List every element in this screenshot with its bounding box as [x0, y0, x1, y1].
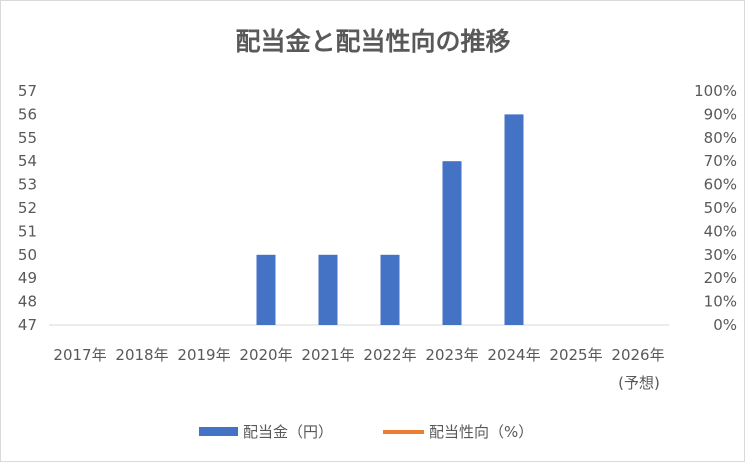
left-tick-label: 47	[18, 316, 37, 334]
legend: 配当金（円） 配当性向（%）	[199, 423, 533, 441]
left-tick-label: 49	[18, 269, 37, 287]
x-tick-label: 2019年	[177, 346, 230, 364]
legend-label-payout-ratio: 配当性向（%）	[429, 423, 533, 441]
x-tick-label: 2023年	[425, 346, 478, 364]
left-tick-label: 48	[18, 293, 37, 311]
bar	[442, 161, 462, 325]
chart-title: 配当金と配当性向の推移	[235, 27, 510, 56]
bar	[256, 254, 276, 325]
right-tick-label: 40%	[704, 222, 737, 240]
x-tick-label: 2022年	[363, 346, 416, 364]
x-tick-label: 2024年	[487, 346, 540, 364]
legend-label-dividend: 配当金（円）	[243, 423, 333, 441]
left-tick-label: 57	[18, 82, 37, 100]
right-tick-label: 100%	[694, 82, 737, 100]
right-tick-label: 0%	[713, 316, 737, 334]
bar	[318, 254, 338, 325]
right-tick-label: 80%	[704, 129, 737, 147]
legend-swatch-dividend	[199, 427, 238, 436]
right-axis: 0% 10% 20% 30% 40% 50% 60% 70% 80% 90% 100%	[694, 82, 737, 334]
x-axis: 2017年 2018年 2019年 2020年 2021年 2022年 2023年 2024年…	[53, 346, 664, 364]
left-tick-label: 51	[18, 222, 37, 240]
left-tick-label: 50	[18, 246, 37, 264]
right-tick-label: 90%	[704, 105, 737, 123]
category-note: (予想)	[618, 374, 660, 392]
left-axis: 47 48 49 50 51 52 53 54 55 56 57	[18, 82, 37, 334]
right-tick-label: 30%	[704, 246, 737, 264]
x-tick-label: 2025年	[549, 346, 602, 364]
x-tick-label: 2020年	[239, 346, 292, 364]
x-tick-label: 2018年	[115, 346, 168, 364]
left-tick-label: 56	[18, 105, 37, 123]
x-tick-label: 2021年	[301, 346, 354, 364]
right-tick-label: 70%	[704, 152, 737, 170]
right-tick-label: 20%	[704, 269, 737, 287]
right-tick-label: 60%	[704, 176, 737, 194]
right-tick-label: 10%	[704, 293, 737, 311]
right-tick-label: 50%	[704, 199, 737, 217]
bar	[504, 114, 524, 326]
bar	[380, 254, 400, 325]
left-tick-label: 55	[18, 129, 37, 147]
left-tick-label: 54	[18, 152, 37, 170]
x-tick-label: 2017年	[53, 346, 106, 364]
left-tick-label: 53	[18, 176, 37, 194]
bar-series	[256, 114, 524, 326]
x-tick-label: 2026年	[611, 346, 664, 364]
left-tick-label: 52	[18, 199, 37, 217]
